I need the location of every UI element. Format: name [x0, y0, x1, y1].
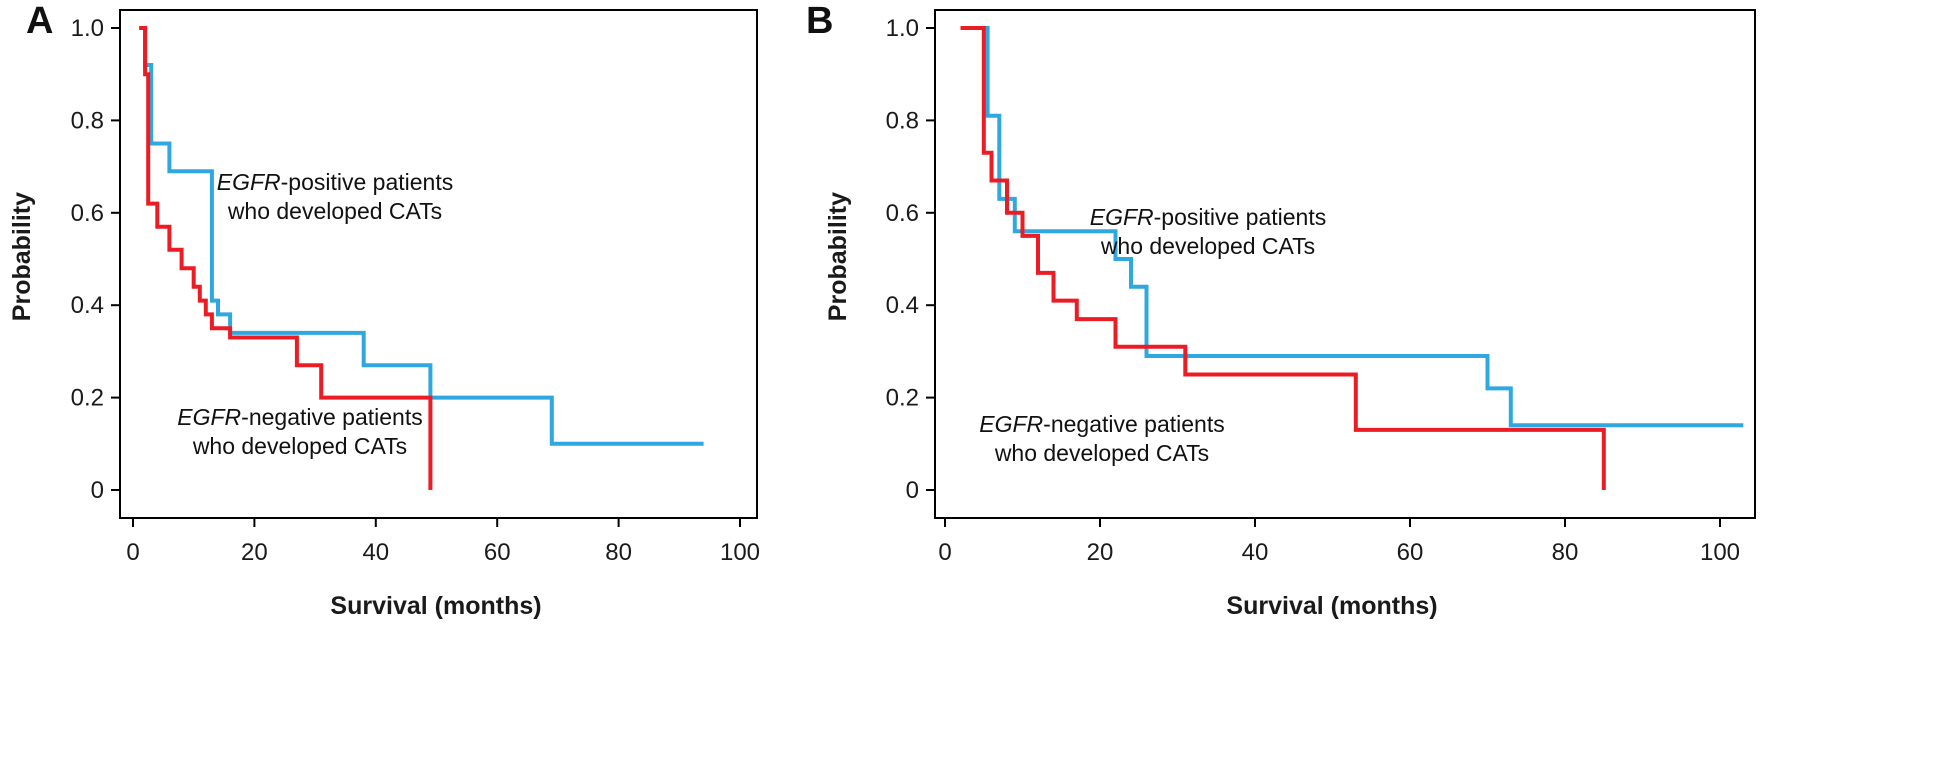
km-curve-egfr-negative — [960, 26, 1606, 490]
annotation-text-line2: who developed CATs — [227, 198, 443, 224]
y-axis-label-b: Probability — [824, 192, 852, 322]
x-tick-label: 20 — [241, 539, 268, 566]
annotation-text-line2: who developed CATs — [1100, 233, 1316, 259]
annotation-text: -positive patients — [280, 169, 454, 195]
y-tick-label: 0.2 — [71, 385, 104, 412]
y-tick-label: 0.6 — [886, 200, 919, 227]
plot-frame — [934, 9, 1756, 519]
panel-b: 0 0.2 0.4 0.6 0.8 1.0 0 20 40 60 80 100 B Probabili… — [790, 0, 1948, 757]
x-tick-label: 40 — [362, 539, 389, 566]
annotation-text-line2: who developed CATs — [192, 433, 408, 459]
annotation-gene-italic: EGFR — [1089, 204, 1154, 230]
annotation-gene-italic: EGFR — [216, 169, 281, 195]
x-tick-label: 60 — [484, 539, 511, 566]
x-axis-label-a: Survival (months) — [330, 592, 542, 620]
annotation-egfr-positive-a: EGFR-positive patients who developed CAT… — [200, 168, 470, 226]
km-curve-egfr-positive — [142, 26, 704, 446]
panel-b-letter: B — [806, 0, 834, 42]
annotation-text: -negative patients — [241, 404, 423, 430]
x-tick-label: 0 — [938, 539, 951, 566]
y-tick-label: 0.6 — [71, 200, 104, 227]
plot-frame — [119, 9, 758, 519]
annotation-egfr-positive-b: EGFR-positive patients who developed CAT… — [1073, 203, 1343, 261]
x-tick-label: 100 — [720, 539, 760, 566]
x-tick-label: 0 — [126, 539, 139, 566]
annotation-egfr-negative-a: EGFR-negative patients who developed CAT… — [165, 403, 435, 461]
y-tick-label: 0.4 — [71, 292, 104, 319]
x-tick-label: 60 — [1397, 539, 1424, 566]
y-tick-label: 0 — [906, 477, 919, 504]
annotation-text: -positive patients — [1153, 204, 1327, 230]
x-tick-label: 80 — [1552, 539, 1579, 566]
km-plot-b: 0 0.2 0.4 0.6 0.8 1.0 0 20 40 60 80 100 — [886, 9, 1756, 566]
y-axis-label-a: Probability — [8, 192, 36, 322]
y-tick-label: 0 — [91, 477, 104, 504]
annotation-text: -negative patients — [1043, 411, 1225, 437]
x-tick-label: 20 — [1087, 539, 1114, 566]
panel-a: 0 0.2 0.4 0.6 0.8 1.0 0 20 40 60 80 100 A Probabili… — [0, 0, 790, 757]
x-tick-label: 40 — [1242, 539, 1269, 566]
y-tick-label: 0.4 — [886, 292, 919, 319]
km-curve-egfr-negative — [139, 26, 433, 490]
y-tick-label: 1.0 — [71, 15, 104, 42]
y-tick-label: 0.2 — [886, 385, 919, 412]
km-plot-a: 0 0.2 0.4 0.6 0.8 1.0 0 20 40 60 80 100 — [71, 9, 760, 566]
km-curve-egfr-positive — [968, 26, 1744, 428]
annotation-egfr-negative-b: EGFR-negative patients who developed CAT… — [967, 410, 1237, 468]
annotation-gene-italic: EGFR — [979, 411, 1044, 437]
annotation-text-line2: who developed CATs — [994, 440, 1210, 466]
annotation-gene-italic: EGFR — [177, 404, 242, 430]
y-tick-label: 0.8 — [71, 107, 104, 134]
x-tick-label: 100 — [1700, 539, 1740, 566]
x-tick-label: 80 — [605, 539, 632, 566]
y-tick-label: 0.8 — [886, 107, 919, 134]
panel-a-letter: A — [26, 0, 54, 42]
y-tick-label: 1.0 — [886, 15, 919, 42]
x-axis-label-b: Survival (months) — [1226, 592, 1438, 620]
